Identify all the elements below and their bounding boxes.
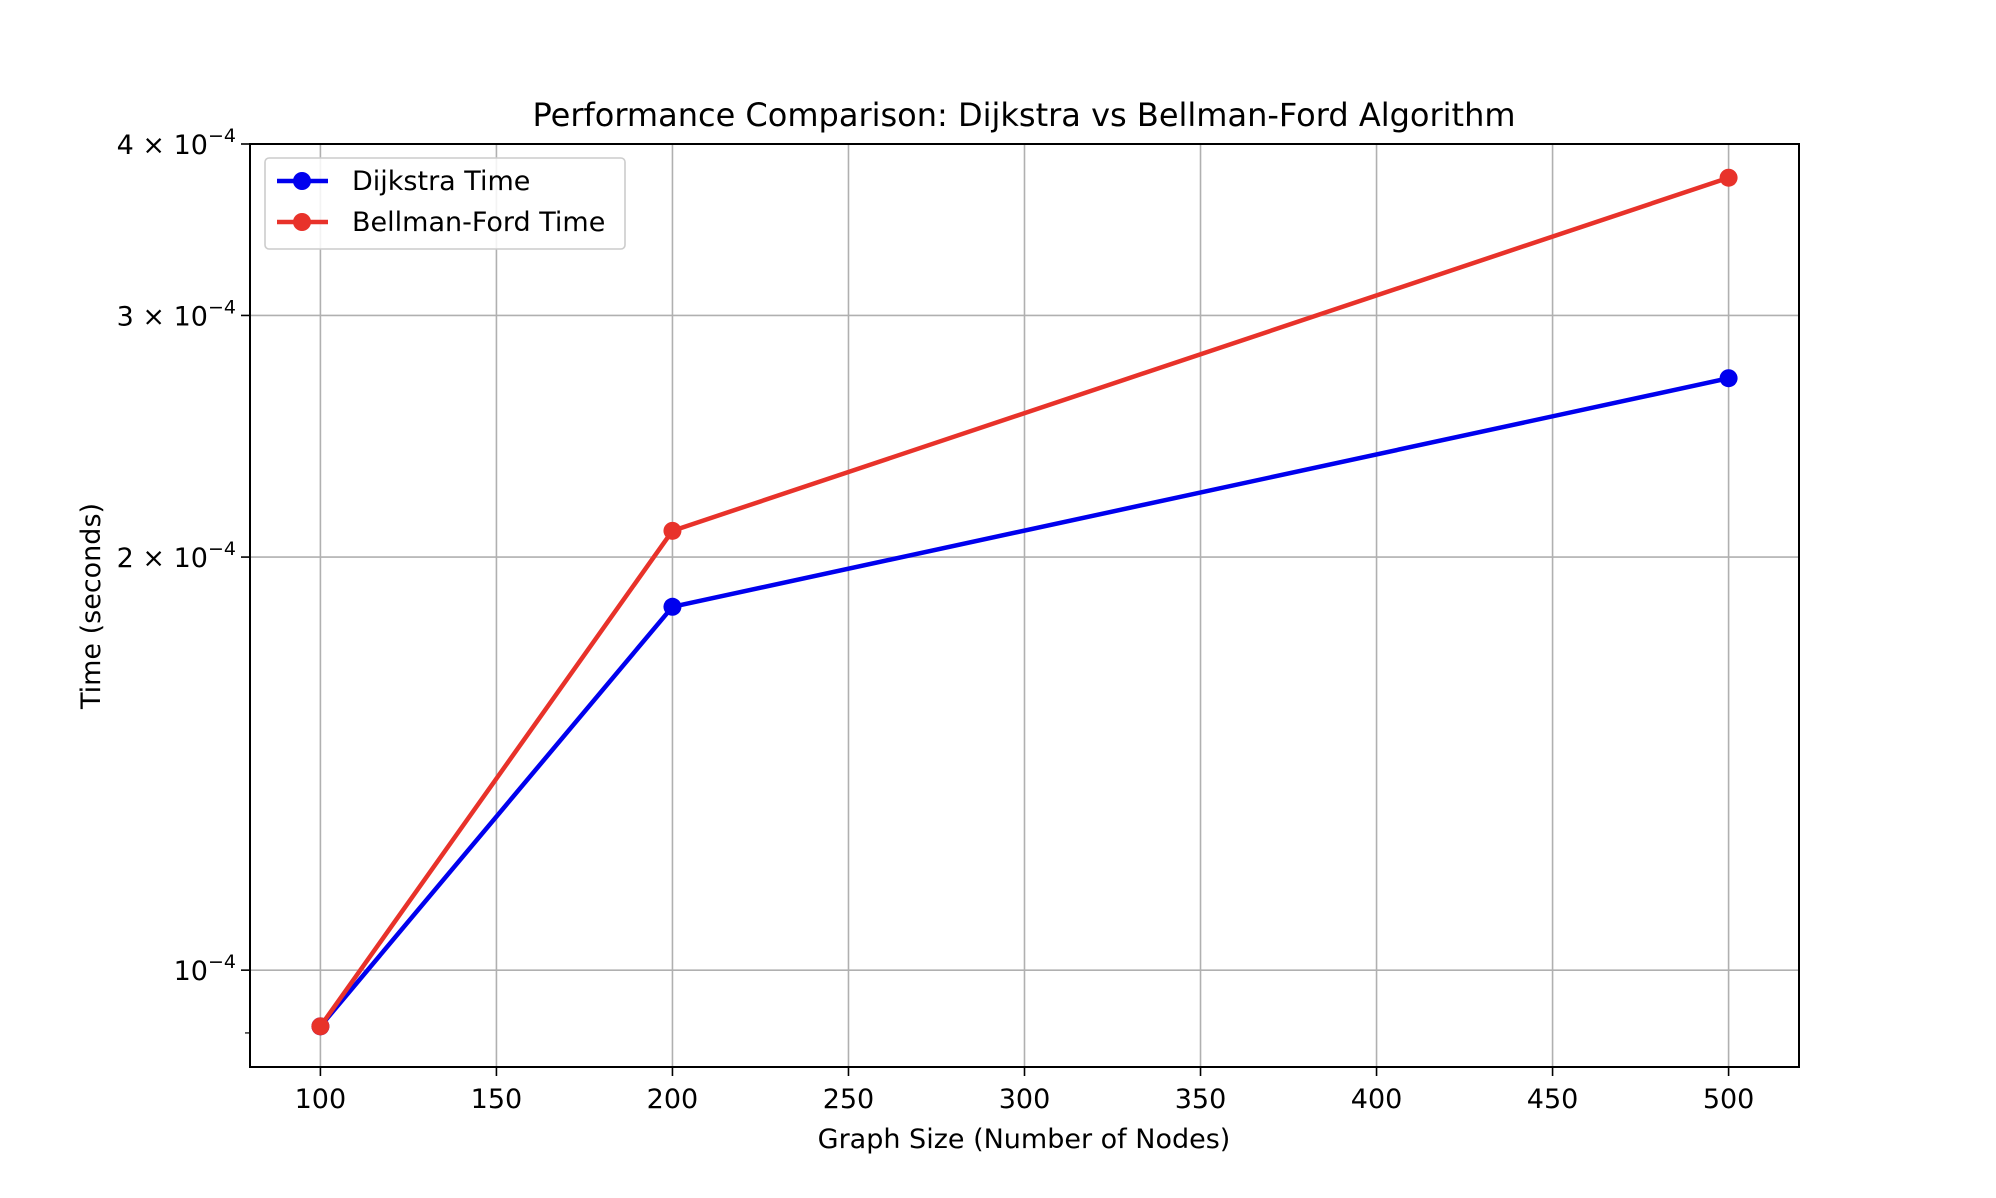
x-axis: 100 150 200 250 300 350 400 450 500	[295, 1067, 1755, 1115]
data-point	[1719, 168, 1738, 187]
y-tick-label: 3 × 10−4	[117, 296, 236, 332]
series-layer	[311, 168, 1738, 1036]
data-point	[311, 1017, 330, 1036]
legend-marker	[293, 213, 311, 231]
y-tick-base: 10	[174, 956, 208, 987]
legend: Dijkstra Time Bellman-Ford Time	[264, 157, 626, 250]
y-tick-label: 10−4	[174, 951, 236, 987]
x-tick-label: 300	[999, 1084, 1051, 1115]
legend-label: Dijkstra Time	[352, 166, 530, 197]
data-point	[663, 521, 682, 540]
y-axis-label: Time (seconds)	[76, 503, 107, 710]
data-point	[663, 597, 682, 616]
y-tick-base: 3 × 10	[117, 301, 208, 332]
y-tick-exponent: −4	[208, 125, 236, 147]
y-axis: 10−42 × 10−43 × 10−44 × 10−4	[117, 125, 250, 1034]
x-tick-label: 500	[1703, 1084, 1755, 1115]
x-axis-label: Graph Size (Number of Nodes)	[818, 1124, 1231, 1155]
x-tick-label: 450	[1527, 1084, 1579, 1115]
y-tick-label: 4 × 10−4	[117, 125, 236, 161]
legend-label: Bellman-Ford Time	[352, 207, 605, 238]
y-tick-base: 4 × 10	[117, 130, 208, 161]
y-tick-exponent: −4	[208, 296, 236, 318]
legend-marker	[293, 172, 311, 190]
data-point	[1719, 369, 1738, 388]
legend-box	[264, 157, 626, 250]
x-tick-label: 350	[1175, 1084, 1227, 1115]
y-tick-exponent: −4	[208, 951, 236, 973]
y-tick-label: 2 × 10−4	[117, 538, 236, 574]
y-tick-base: 2 × 10	[117, 543, 208, 574]
x-tick-label: 400	[1351, 1084, 1403, 1115]
grid-lines	[250, 143, 1799, 1067]
chart-title: Performance Comparison: Dijkstra vs Bell…	[532, 96, 1515, 134]
x-tick-label: 200	[647, 1084, 699, 1115]
y-tick-exponent: −4	[208, 538, 236, 560]
x-tick-label: 250	[823, 1084, 875, 1115]
x-tick-label: 100	[295, 1084, 347, 1115]
x-tick-label: 150	[471, 1084, 523, 1115]
